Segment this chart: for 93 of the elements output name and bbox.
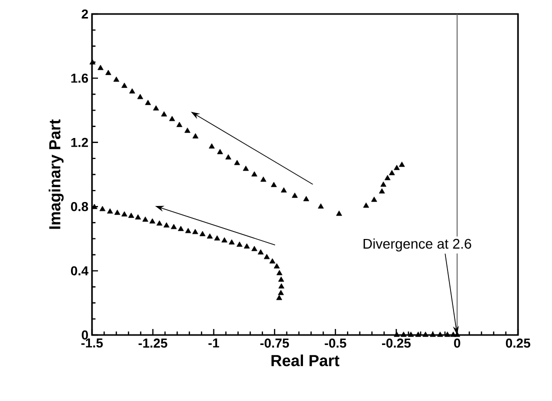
x-tick-label: -0.5 [324,338,346,348]
point [336,210,342,216]
point [137,94,144,100]
point [264,254,270,260]
point [228,239,235,245]
point [114,210,120,215]
point [244,243,250,249]
point [170,224,177,230]
point [192,133,198,138]
point [251,171,258,176]
x-axis-title: Real Part [272,354,340,366]
point [422,332,428,337]
point [135,214,141,220]
y-tick-label: 0.8 [70,202,88,212]
point [107,208,113,214]
point [398,162,405,167]
point [278,290,284,296]
point [105,70,112,76]
point [90,59,96,64]
point [145,100,151,106]
point [121,211,128,216]
y-tick-label: 1.6 [71,74,88,83]
point [270,182,277,188]
point [185,228,192,234]
point [200,230,206,236]
x-tick-label: -1.5 [81,338,103,348]
x-tick-label: -0.25 [382,338,411,348]
point [234,160,240,166]
point [178,226,184,232]
point [184,128,190,133]
point [380,182,386,187]
point [444,332,450,337]
point [98,64,104,70]
point [400,332,407,337]
x-tick-label: 0.25 [506,338,530,348]
point [225,154,232,160]
point [394,332,400,337]
point [303,196,310,202]
y-tick-label: 0 [82,330,88,340]
x-tick-label: -1.25 [138,338,168,348]
point [161,111,168,116]
point [280,187,287,193]
y-axis-title: Imaginary Part [48,119,64,229]
x-tick-label: -0.75 [260,338,289,348]
x-tick-label: -1 [208,338,220,348]
point [192,228,198,234]
point [437,332,444,337]
point [217,148,224,154]
point [236,242,242,247]
point [164,222,170,228]
x-tick-label: 0 [454,338,460,348]
point [408,332,414,337]
point [128,212,134,218]
point [169,116,176,122]
y-tick-label: 0.4 [70,266,88,276]
y-tick-label: 1.2 [71,138,88,147]
point [274,263,280,268]
point [208,143,215,149]
point [260,176,266,182]
point [454,332,460,337]
point [269,258,276,264]
point [388,170,395,176]
point [276,270,282,276]
point [100,206,106,212]
point [242,166,249,171]
annotation: Divergence at 2.6 [364,238,472,252]
point [221,237,228,242]
point [121,82,128,88]
point [153,105,159,110]
point [292,192,298,198]
point [278,283,284,288]
point [430,332,436,337]
point [176,122,182,128]
point [258,249,264,254]
point [276,294,282,300]
point [384,174,390,180]
point [214,235,220,240]
point [206,233,213,239]
point [156,220,162,226]
point [415,332,422,337]
point [129,88,136,94]
point [142,216,148,222]
point [394,164,400,170]
point [149,218,156,224]
point [113,76,120,82]
point [363,202,370,208]
point [251,246,258,252]
point [378,188,385,194]
point [450,332,456,337]
point [371,196,378,202]
y-tick-label: 2 [82,9,88,19]
point [318,203,324,209]
point [278,276,284,282]
